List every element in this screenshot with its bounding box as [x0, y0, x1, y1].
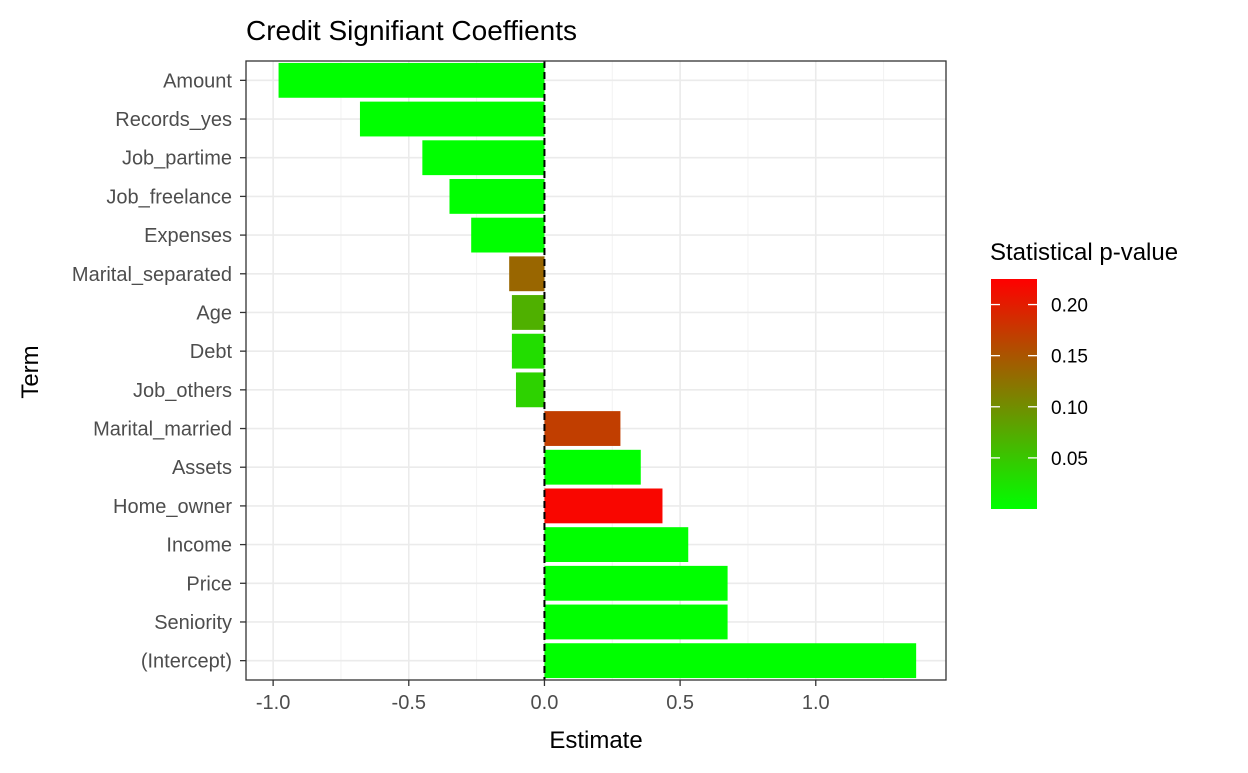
y-tick-label: Job_partime [122, 148, 232, 170]
colorbar-label: 0.20 [1051, 296, 1088, 317]
y-tick-label: Price [186, 573, 232, 595]
bar-job-freelance [449, 178, 545, 214]
colorbar-label: 0.15 [1051, 347, 1088, 368]
chart-title: Credit Signifiant Coeffients [246, 15, 577, 46]
bar-intercept [544, 643, 917, 679]
y-tick-label: Assets [172, 457, 232, 479]
y-tick-label: Job_others [133, 380, 232, 402]
y-tick-label: Marital_married [93, 419, 232, 441]
x-axis-title: Estimate [549, 727, 642, 754]
colorbar-label: 0.05 [1051, 449, 1088, 470]
y-axis-title: Term [17, 345, 44, 398]
bar-price [544, 565, 728, 601]
y-tick-label: Debt [190, 341, 233, 363]
bar-age [511, 295, 545, 330]
y-tick-label: Amount [163, 70, 232, 92]
y-tick-label: Income [166, 535, 232, 557]
x-tick-label: 0.5 [666, 692, 694, 714]
y-tick-label: Home_owner [113, 496, 232, 518]
panel-border [245, 60, 947, 681]
bar-income [544, 527, 689, 563]
y-tick-label: Job_freelance [106, 186, 232, 208]
bar-marital-married [544, 411, 621, 446]
bar-assets [544, 449, 641, 485]
y-tick-label: Seniority [154, 612, 232, 634]
bar-job-partime [422, 140, 545, 176]
bar-home-owner [544, 488, 663, 524]
legend-title: Statistical p-value [990, 239, 1178, 266]
colorbar [991, 279, 1037, 509]
x-tick-label: 0.0 [531, 692, 559, 714]
bar-records-yes [359, 101, 545, 137]
plot-area: Amount Records_yes Job_partime Job_freelanc… [72, 60, 947, 714]
bar-marital-separated [509, 256, 545, 292]
bar-expenses [471, 217, 545, 253]
x-tick-label: 1.0 [802, 692, 830, 714]
y-tick-label: Marital_separated [72, 264, 232, 286]
y-tick-label: Expenses [144, 225, 232, 247]
bar-job-others [515, 372, 545, 408]
x-tick-label: -1.0 [256, 692, 290, 714]
bar-seniority [544, 604, 728, 640]
y-tick-label: Age [196, 302, 232, 324]
y-tick-label: Records_yes [115, 109, 232, 131]
colorbar-label: 0.10 [1051, 398, 1088, 419]
y-tick-label: (Intercept) [141, 651, 232, 673]
bar-amount [278, 62, 545, 98]
x-tick-label: -0.5 [392, 692, 426, 714]
bar-debt [511, 333, 545, 369]
p-value-legend: 0.05 0.10 0.15 0.20 [991, 279, 1088, 509]
